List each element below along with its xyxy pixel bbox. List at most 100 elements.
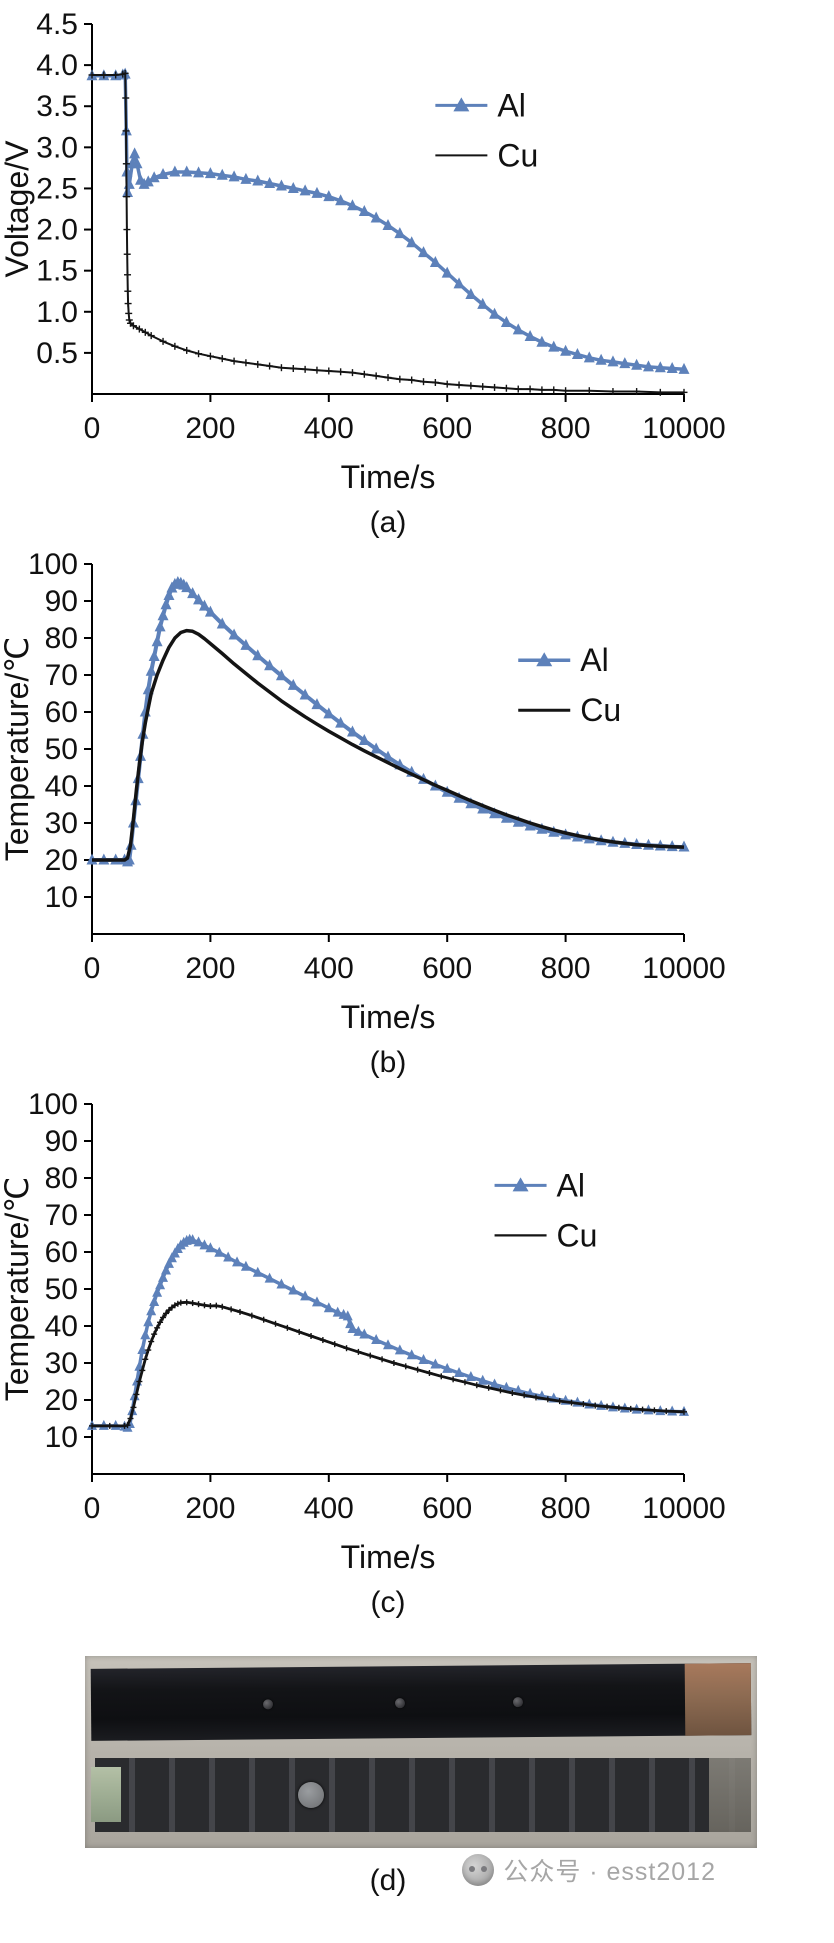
marker-triangle-al <box>512 815 524 827</box>
marker-triangle-al <box>181 165 193 177</box>
wechat-account-mascot-icon <box>462 1854 495 1886</box>
marker-triangle-al <box>406 236 418 248</box>
marker-triangle-al <box>394 227 406 239</box>
panel-c-label: (c) <box>370 1586 406 1619</box>
y-tick-label: 40 <box>45 1310 78 1343</box>
legend-label-cu: Cu <box>580 692 621 728</box>
marker-triangle-al <box>157 609 169 621</box>
marker-triangle-al <box>346 199 358 211</box>
y-tick-label: 0.5 <box>36 337 78 370</box>
panel-c: 10 20 30 40 50 60 70 80 90 100 0 200 400 600 800 10000 T… <box>0 1086 834 1626</box>
marker-triangle-al <box>418 246 430 258</box>
marker-triangle-al <box>382 218 394 230</box>
marker-triangle-al <box>342 1310 353 1321</box>
screw-icon <box>262 1698 273 1710</box>
marker-triangle-al <box>240 638 252 650</box>
marker-triangle-al <box>453 277 465 289</box>
y-tick-label: 50 <box>45 1273 78 1306</box>
marker-triangle-al <box>129 1390 140 1401</box>
copper-end-patch <box>684 1663 752 1736</box>
marker-triangle-al <box>216 168 228 180</box>
x-tick-label: 400 <box>304 952 354 985</box>
screw-icon <box>513 1696 524 1707</box>
y-tick-label: 90 <box>45 585 78 618</box>
marker-triangle-al <box>205 1242 216 1253</box>
voltage-vs-time-chart: 0.5 1.0 1.5 2.0 2.5 3.0 3.5 4.0 4.5 0 200 400 600 800… <box>0 8 726 495</box>
marker-triangle-al <box>264 1272 275 1283</box>
marker-triangle-al <box>477 1374 488 1385</box>
temperature-vs-time-chart-b: 10 20 30 40 50 60 70 80 90 100 0 200 400 600 800 10000 T… <box>0 548 726 1035</box>
y-tick-label: 100 <box>28 548 78 581</box>
y-tick-label: 90 <box>45 1125 78 1158</box>
battery-strips-photo <box>85 1656 757 1848</box>
marker-triangle-al <box>346 725 358 737</box>
marker-triangle-al <box>187 1234 198 1245</box>
marker-triangle-al <box>489 1378 500 1389</box>
marker-triangle-al <box>489 807 501 819</box>
marker-triangle-al <box>161 1264 171 1275</box>
marker-triangle-al <box>252 1266 263 1277</box>
marker-triangle-al <box>264 177 276 189</box>
marker-triangle-al <box>429 255 441 267</box>
marker-triangle-al <box>193 1236 204 1247</box>
marker-triangle-al <box>157 167 169 179</box>
marker-triangle-al <box>323 1302 334 1313</box>
marker-triangle-al <box>323 707 335 719</box>
marker-triangle-al <box>500 811 512 823</box>
marker-triangle-al <box>382 750 394 762</box>
marker-triangle-al <box>232 1256 243 1267</box>
x-tick-label: 800 <box>541 412 591 445</box>
marker-triangle-al <box>441 266 453 278</box>
marker-triangle-al <box>454 1366 465 1377</box>
marker-triangle-al <box>163 588 175 600</box>
marker-triangle-al <box>169 165 181 177</box>
marker-triangle-al <box>204 167 216 179</box>
metal-disc <box>298 1781 325 1808</box>
marker-triangle-al <box>275 179 287 191</box>
marker-triangle-al <box>228 170 240 182</box>
marker-triangle-al <box>335 194 347 206</box>
battery-strip-bottom <box>91 1758 751 1832</box>
y-tick-label: 60 <box>45 696 78 729</box>
panel-a: 0.5 1.0 1.5 2.0 2.5 3.0 3.5 4.0 4.5 0 200 400 600 800… <box>0 6 834 546</box>
marker-triangle-al <box>430 1358 441 1369</box>
y-tick-label: 10 <box>45 1421 78 1454</box>
y-tick-label: 30 <box>45 1347 78 1380</box>
watermark-text: 公众号 · esst2012 <box>503 1858 716 1886</box>
x-tick-label: 600 <box>422 412 472 445</box>
legend-marker-al <box>453 97 470 112</box>
marker-triangle-al <box>252 649 264 661</box>
marker-triangle-al <box>142 175 154 187</box>
marker-triangle-al <box>311 1296 322 1307</box>
marker-triangle-al <box>252 174 264 186</box>
marker-triangle-al <box>160 598 172 610</box>
marker-triangle-al <box>223 1251 234 1262</box>
marker-triangle-al <box>149 1295 160 1306</box>
marker-triangle-al <box>300 1290 311 1301</box>
legend-label-al: Al <box>497 87 525 123</box>
x-axis-title: Time/s <box>341 459 436 495</box>
marker-triangle-al <box>155 1279 166 1290</box>
green-tab <box>91 1766 121 1822</box>
marker-triangle-al <box>383 1339 393 1350</box>
marker-triangle-al <box>214 1246 225 1257</box>
marker-triangle-al <box>151 635 163 647</box>
marker-triangle-al <box>187 587 199 599</box>
series-line-cu <box>92 72 684 394</box>
y-tick-label: 2.5 <box>36 172 78 205</box>
temperature-vs-time-chart-c: 10 20 30 40 50 60 70 80 90 100 0 200 400 600 800 10000 T… <box>0 1088 726 1575</box>
x-tick-label: 10000 <box>642 1492 725 1525</box>
marker-triangle-al <box>500 315 512 327</box>
y-tick-label: 80 <box>45 622 78 655</box>
y-axis-title: Temperature/℃ <box>0 1177 35 1401</box>
y-tick-label: 4.0 <box>36 49 78 82</box>
marker-triangle-al <box>199 1239 210 1250</box>
x-tick-label: 800 <box>541 952 591 985</box>
marker-triangle-al <box>678 362 690 374</box>
y-tick-label: 80 <box>45 1162 78 1195</box>
marker-triangle-al <box>228 628 240 640</box>
y-tick-label: 1.5 <box>36 255 78 288</box>
marker-triangle-al <box>465 1371 476 1382</box>
legend-label-al: Al <box>557 1167 585 1203</box>
